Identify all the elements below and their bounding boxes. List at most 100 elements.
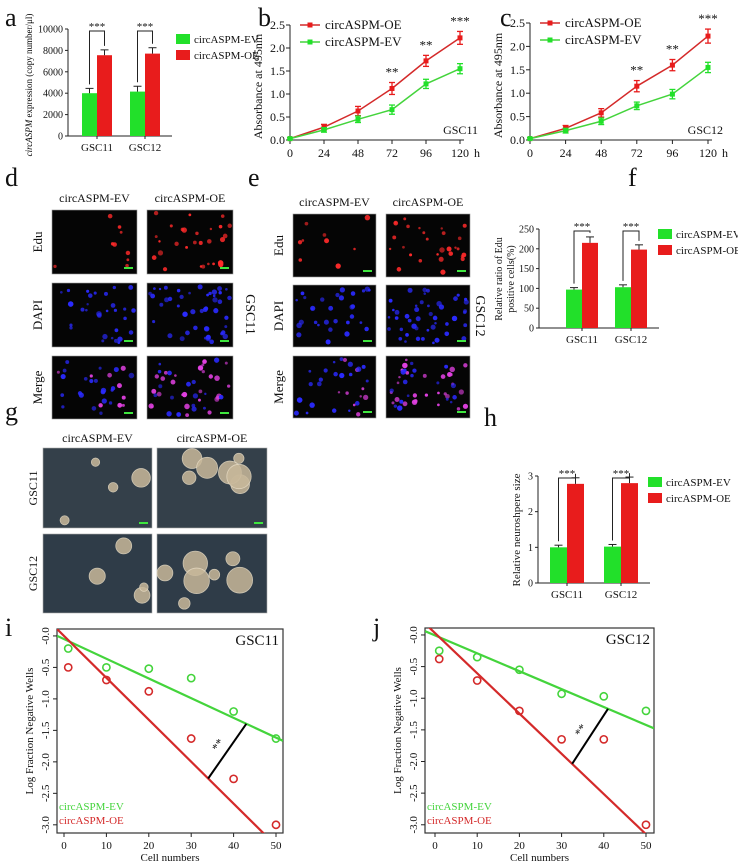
cell-nucleus — [120, 365, 126, 371]
neurosphere — [226, 463, 252, 490]
legend-marker — [547, 20, 553, 26]
significance-bracket — [612, 473, 630, 541]
cell-nucleus — [218, 224, 223, 229]
fit-line-oe — [57, 629, 265, 833]
cell-nucleus — [153, 210, 159, 216]
cell-nucleus — [444, 331, 450, 337]
cell-nucleus — [451, 315, 458, 322]
cell-nucleus — [103, 291, 108, 296]
data-point — [634, 103, 640, 109]
x-tick-label: 120 — [699, 146, 717, 160]
data-point — [63, 644, 73, 653]
cell-nucleus — [322, 233, 327, 237]
cell-nucleus — [179, 294, 184, 300]
x-tick-label: 24 — [318, 146, 330, 160]
cell-nucleus — [91, 406, 97, 411]
scale-bar — [220, 412, 229, 414]
cell-nucleus — [313, 320, 318, 325]
neurosphere-image-gsc12-ev — [42, 533, 153, 614]
micrograph-background — [292, 284, 377, 348]
cell-nucleus — [199, 265, 203, 268]
cell-nucleus — [151, 255, 157, 260]
cell-nucleus — [110, 303, 116, 308]
data-point — [641, 820, 651, 830]
data-point — [355, 116, 361, 122]
cell-nucleus — [349, 314, 355, 319]
neurosphere-image-gsc11-ev — [42, 447, 153, 529]
cell-nucleus — [403, 217, 407, 221]
scale-bar — [124, 412, 133, 414]
fit-line-ev — [425, 630, 654, 730]
micrograph-dapi-oe — [385, 284, 471, 348]
data-point — [472, 676, 482, 685]
micrograph-dapi-ev — [51, 282, 138, 348]
legend-swatch-oe — [176, 50, 190, 60]
cell-nucleus — [438, 256, 444, 262]
row-label-edu: Edu — [271, 235, 286, 256]
cell-nucleus — [186, 381, 191, 387]
cell-nucleus — [181, 391, 188, 398]
cell-line-label: GSC11 — [235, 633, 279, 649]
significance-label: *** — [559, 468, 576, 480]
column-label: circASPM-OE — [155, 191, 226, 205]
cell-nucleus — [332, 360, 336, 364]
data-point — [514, 665, 524, 675]
panel-label-e: e — [248, 163, 260, 192]
cell-nucleus — [206, 293, 209, 297]
x-tick-label: 24 — [560, 146, 572, 160]
cell-nucleus — [113, 367, 119, 373]
cell-nucleus — [331, 408, 337, 413]
cell-nucleus — [434, 322, 437, 325]
neurosphere — [226, 566, 254, 594]
cell-nucleus — [461, 336, 467, 342]
cell-nucleus — [176, 288, 181, 293]
neurosphere — [178, 597, 191, 610]
cell-nucleus — [128, 285, 134, 290]
data-point — [599, 734, 609, 744]
cell-nucleus — [156, 391, 162, 397]
legend-label: circASPM-OE — [666, 493, 731, 505]
cell-nucleus — [202, 359, 207, 364]
cell-nucleus — [457, 236, 462, 241]
cell-nucleus — [207, 410, 212, 415]
micrograph-background — [51, 209, 138, 275]
neurosphere — [115, 537, 133, 555]
cell-nucleus — [462, 403, 469, 409]
cell-nucleus — [192, 240, 197, 245]
neurosphere — [233, 452, 245, 464]
x-tick-label: 10 — [472, 840, 484, 852]
bar-gsc11-oe — [582, 242, 598, 328]
y-tick-label: 0.0 — [510, 133, 525, 147]
legend-label: circASPM-OE — [565, 15, 642, 30]
cell-nucleus — [163, 285, 168, 290]
x-tick-label: 72 — [631, 146, 643, 160]
cell-nucleus — [123, 316, 127, 321]
cell-nucleus — [158, 362, 162, 366]
cell-nucleus — [333, 371, 338, 377]
x-tick-label: 0 — [432, 840, 438, 852]
cell-nucleus — [61, 405, 65, 409]
cell-nucleus — [356, 412, 361, 417]
cell-nucleus — [190, 309, 196, 315]
cell-nucleus — [402, 401, 408, 407]
cell-nucleus — [170, 379, 176, 385]
cell-nucleus — [113, 338, 118, 343]
neurosphere — [59, 515, 70, 526]
significance-label: *** — [613, 468, 630, 480]
cell-nucleus — [420, 337, 425, 341]
cell-nucleus — [212, 297, 218, 303]
cell-nucleus — [432, 341, 435, 345]
legend-label: circASPM-EV — [565, 32, 642, 47]
significance-label: ** — [630, 63, 643, 78]
y-tick-label: -0.5 — [40, 658, 52, 676]
cell-nucleus — [219, 236, 226, 243]
x-unit-label: h — [474, 146, 480, 160]
y-axis-label: Absorbance at 495nm — [251, 33, 265, 139]
column-label: circASPM-EV — [299, 195, 370, 209]
micrograph-edu-ev — [292, 213, 377, 278]
micrograph-edu-oe — [146, 209, 234, 275]
y-tick-label: 0 — [528, 579, 533, 590]
legend-label-ev: circASPM-EV — [427, 801, 492, 813]
data-point — [705, 33, 711, 39]
cell-nucleus — [205, 336, 211, 342]
